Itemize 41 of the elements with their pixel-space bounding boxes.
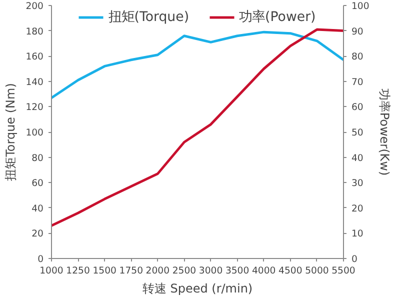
x-axis-title: 转速 Speed (r/min) xyxy=(142,282,253,296)
y-tick-label: 180 xyxy=(26,26,44,38)
y-axis-title: 扭矩Torque (Nm) xyxy=(4,83,18,181)
y2-tick-label: 30 xyxy=(352,178,364,190)
y-tick-label: 160 xyxy=(26,52,44,63)
y2-tick-label: 0 xyxy=(352,254,358,265)
y2-tick-label: 20 xyxy=(352,203,364,214)
x-tick-label: 4500 xyxy=(278,266,302,276)
y-tick-label: 0 xyxy=(38,254,44,265)
y2-tick-label: 40 xyxy=(352,152,364,164)
y-tick-label: 200 xyxy=(26,1,44,12)
line-series xyxy=(52,28,344,227)
x-tick-label: 2000 xyxy=(146,266,170,276)
y2-tick-label: 70 xyxy=(352,76,364,88)
y-tick-label: 120 xyxy=(26,102,44,114)
y2-tick-label: 10 xyxy=(352,228,364,240)
x-tick-label: 1750 xyxy=(119,266,144,276)
y2-tick-label: 90 xyxy=(352,26,364,38)
y2-tick-label: 80 xyxy=(352,52,364,63)
y2-tick-label: 60 xyxy=(352,102,364,114)
line-series xyxy=(52,30,344,100)
x-tick-label: 3000 xyxy=(198,266,223,276)
y-tick-label: 40 xyxy=(32,203,44,214)
legend-label: 扭矩(Torque) xyxy=(108,9,190,26)
y-tick-label: 20 xyxy=(32,228,44,240)
x-tick-label: 1500 xyxy=(92,266,117,276)
y2-axis-title: 功率Power(Kw) xyxy=(377,88,392,176)
x-tick-label: 1250 xyxy=(66,266,90,276)
y-tick-label: 100 xyxy=(26,128,44,138)
x-tick-label: 1000 xyxy=(40,266,64,276)
y-tick-label: 80 xyxy=(32,152,44,164)
x-tick-label: 5000 xyxy=(305,266,329,276)
x-tick-label: 5500 xyxy=(332,266,356,276)
y2-tick-label: 50 xyxy=(352,128,364,138)
x-tick-label: 3500 xyxy=(225,266,250,276)
x-tick-label: 4000 xyxy=(252,266,276,276)
y-tick-label: 140 xyxy=(26,76,44,88)
y2-tick-label: 100 xyxy=(352,1,370,12)
legend-label: 功率(Power) xyxy=(239,8,316,26)
y-tick-label: 60 xyxy=(32,178,44,190)
x-tick-label: 2500 xyxy=(172,266,196,276)
